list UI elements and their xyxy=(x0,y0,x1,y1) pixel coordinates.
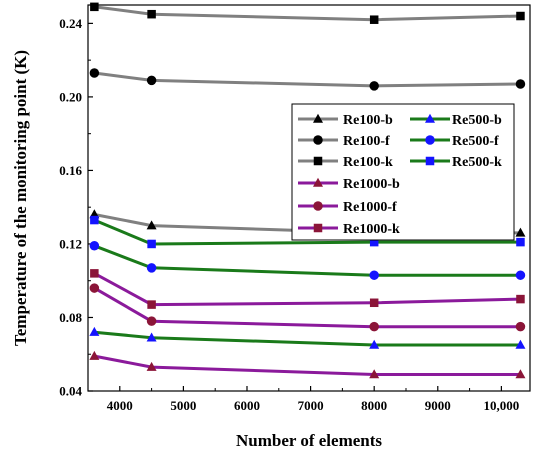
series-line-re500-k xyxy=(93,218,521,246)
data-point-re1000-b xyxy=(515,369,526,379)
legend-label-re1000-k: Re1000-k xyxy=(343,222,400,237)
legend-marker-re500-k xyxy=(425,156,435,166)
series-line-re1000-b xyxy=(94,354,521,376)
data-point-re1000-f xyxy=(369,321,379,332)
data-point-re500-k xyxy=(90,215,99,225)
series-markers xyxy=(89,2,526,379)
y-tick-label: 0.24 xyxy=(59,16,82,31)
legend-marker-re1000-f xyxy=(313,201,323,211)
legend-label-re1000-b: Re1000-b xyxy=(343,177,400,192)
data-point-re1000-k xyxy=(369,298,379,308)
data-point-re100-k xyxy=(90,2,99,12)
legend-marker-re1000-k xyxy=(313,223,323,233)
data-point-re500-f xyxy=(369,270,379,280)
legend-marker-re100-k xyxy=(313,156,323,166)
legend-box xyxy=(291,103,515,241)
data-point-re500-k xyxy=(516,237,525,247)
legend-label-re100-k: Re100-k xyxy=(343,155,393,170)
y-tick-label: 0.08 xyxy=(59,310,82,325)
data-point-re100-b xyxy=(515,227,526,237)
x-axis-title: Number of elements xyxy=(236,431,382,450)
data-point-re100-f xyxy=(89,68,100,78)
data-point-re100-f xyxy=(146,75,157,86)
legend-label-re100-f: Re100-f xyxy=(343,134,390,149)
y-axis-title: Temperature of the monitoring point (K) xyxy=(11,50,30,346)
series-line-re1000-k xyxy=(93,272,521,307)
legend-label-re100-b: Re100-b xyxy=(343,113,393,128)
series-lines xyxy=(93,5,521,376)
data-point-re500-k xyxy=(369,237,379,247)
x-tick-label: 10,000 xyxy=(484,398,520,413)
series-line-re500-f xyxy=(93,244,521,277)
data-point-re500-f xyxy=(146,263,157,273)
data-point-re500-b xyxy=(369,339,380,349)
x-tick-label: 5000 xyxy=(170,398,196,413)
y-tick-label: 0.04 xyxy=(59,384,82,399)
legend-label-re500-k: Re500-k xyxy=(452,155,502,170)
y-tick-label: 0.16 xyxy=(59,163,82,178)
data-point-re1000-b xyxy=(369,369,380,379)
data-point-re1000-f xyxy=(89,283,100,293)
legend-marker-re100-b xyxy=(313,113,323,123)
data-point-re1000-b xyxy=(89,350,100,360)
x-tick-label: 6000 xyxy=(234,398,260,413)
data-point-re1000-k xyxy=(516,294,525,304)
data-point-re100-k xyxy=(369,15,379,24)
data-point-re500-b xyxy=(515,339,526,349)
legend-marker-re1000-b xyxy=(313,177,323,187)
data-point-re1000-f xyxy=(146,316,157,326)
data-point-re1000-b xyxy=(146,361,157,371)
data-point-re1000-k xyxy=(90,269,99,278)
data-point-re500-b xyxy=(89,326,100,336)
tick-labels: 4000 5000 6000 7000 8000 9000 10,000 0.04 0.08 0.… xyxy=(59,16,519,413)
axis-ticks xyxy=(87,22,502,392)
data-point-re100-f xyxy=(515,79,526,89)
legend-marker-re500-f xyxy=(425,135,435,145)
legend-marker-re100-f xyxy=(313,135,323,145)
data-point-re1000-f xyxy=(515,321,526,332)
data-point-re100-k xyxy=(516,11,525,21)
legend-label-re500-f: Re500-f xyxy=(452,134,499,149)
y-tick-label: 0.20 xyxy=(59,89,82,104)
y-tick-label: 0.12 xyxy=(59,236,82,251)
data-point-re100-f xyxy=(369,81,379,91)
series-line-re1000-f xyxy=(93,286,521,329)
x-tick-label: 4000 xyxy=(107,398,133,413)
plot-frame xyxy=(87,4,531,392)
legend-marker-re500-b xyxy=(425,113,435,123)
data-point-re500-f xyxy=(89,241,100,251)
series-line-re100-k xyxy=(94,5,521,22)
legend: Re100-b Re100-f Re100-k Re500-b Re500-f Re500… xyxy=(291,103,515,241)
x-tick-label: 9000 xyxy=(425,398,451,413)
series-line-re100-f xyxy=(94,71,521,88)
data-point-re1000-k xyxy=(147,300,156,309)
legend-label-re1000-f: Re1000-f xyxy=(343,200,397,215)
data-point-re500-f xyxy=(515,270,526,280)
legend-label-re500-b: Re500-b xyxy=(452,113,502,128)
data-point-re100-k xyxy=(147,9,156,19)
series-line-re500-b xyxy=(94,330,521,347)
data-point-re500-k xyxy=(147,239,156,249)
data-point-re500-b xyxy=(146,332,157,342)
x-tick-label: 8000 xyxy=(361,398,387,413)
data-point-re100-b xyxy=(146,220,157,230)
x-tick-label: 7000 xyxy=(298,398,324,413)
